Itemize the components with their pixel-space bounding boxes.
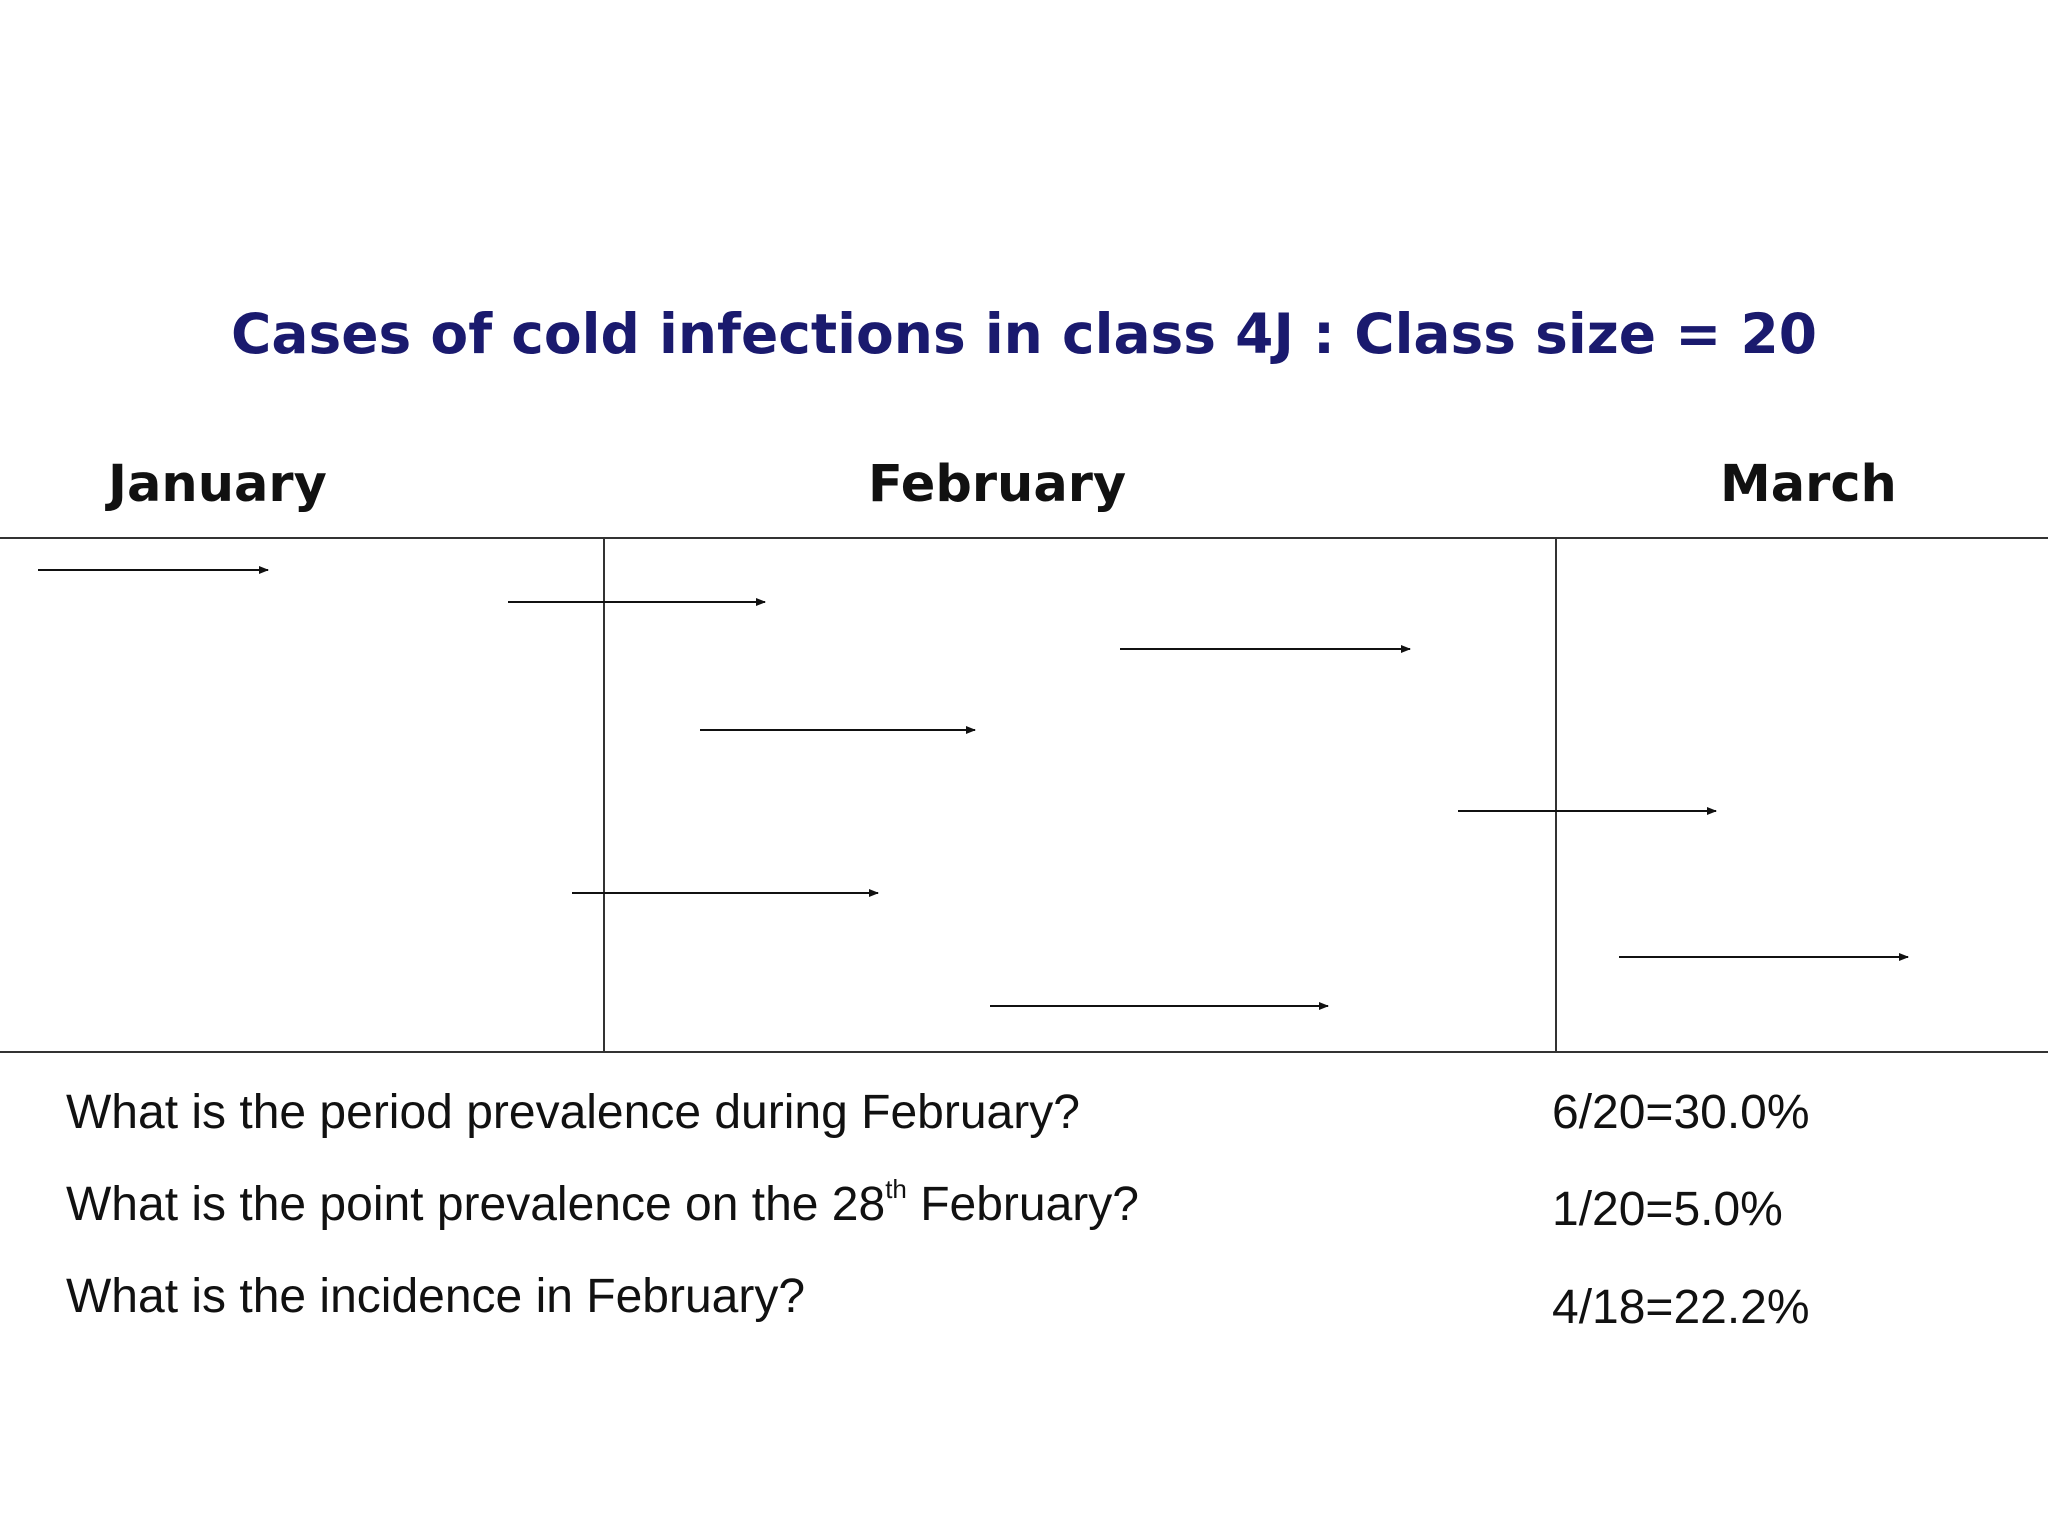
month-label-march: March (1720, 455, 1897, 514)
answer-point-prevalence: 1/20=5.0% (1552, 1183, 1783, 1236)
question-point-prevalence: What is the point prevalence on the 28th… (66, 1174, 1139, 1232)
ordinal-suffix: th (885, 1174, 907, 1204)
slide-title: Cases of cold infections in class 4J : C… (231, 302, 1817, 366)
answer-incidence: 4/18=22.2% (1552, 1281, 1810, 1334)
question-incidence: What is the incidence in February? (66, 1270, 806, 1323)
question-point-prevalence-text: What is the point prevalence on the 28 (66, 1178, 886, 1231)
month-label-january: January (108, 455, 327, 514)
question-point-prevalence-text-end: February? (906, 1178, 1139, 1231)
answer-period-prevalence: 6/20=30.0% (1552, 1086, 1810, 1139)
month-label-february: February (868, 455, 1127, 514)
question-period-prevalence: What is the period prevalence during Feb… (66, 1086, 1080, 1139)
